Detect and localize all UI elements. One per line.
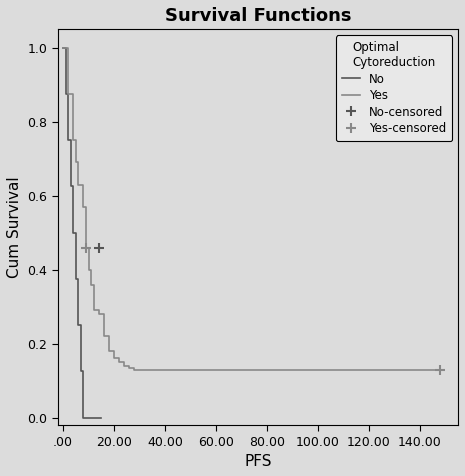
X-axis label: PFS: PFS bbox=[244, 454, 272, 469]
Legend: No, Yes, No-censored, Yes-censored: No, Yes, No-censored, Yes-censored bbox=[336, 35, 452, 141]
Y-axis label: Cum Survival: Cum Survival bbox=[7, 177, 22, 278]
Title: Survival Functions: Survival Functions bbox=[165, 7, 351, 25]
